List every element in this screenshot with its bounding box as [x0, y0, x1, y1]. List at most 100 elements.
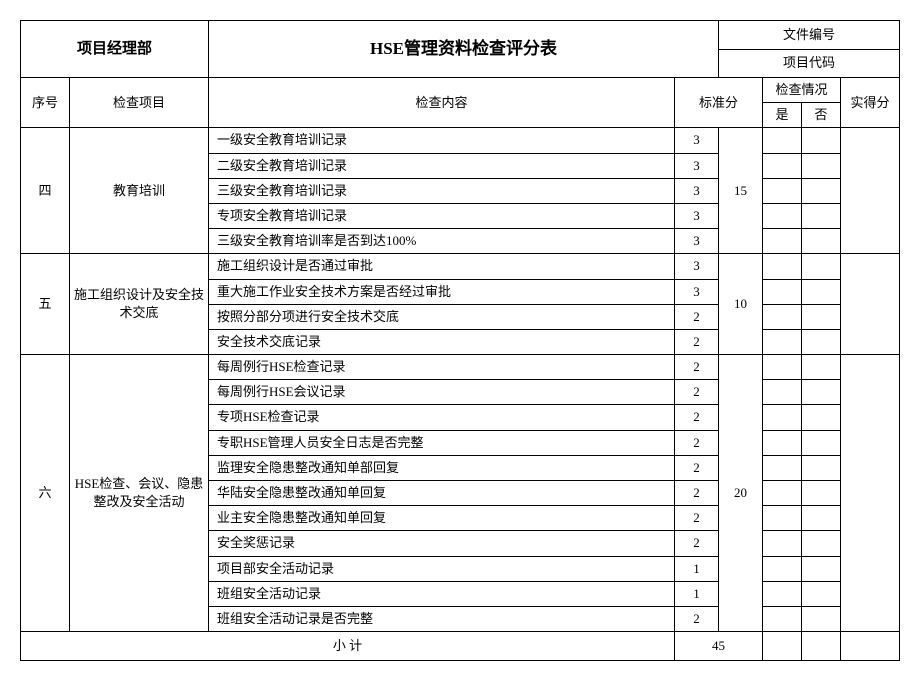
col-check-status: 检查情况 — [763, 78, 841, 103]
doc-no-label: 文件编号 — [719, 21, 900, 50]
no-cell — [802, 531, 841, 556]
yes-cell — [763, 430, 802, 455]
no-cell — [802, 581, 841, 606]
yes-cell — [763, 606, 802, 631]
subtotal-cell: 10 — [719, 254, 763, 355]
yes-cell — [763, 405, 802, 430]
col-std-score: 标准分 — [675, 78, 763, 128]
actual-cell — [841, 355, 900, 632]
score-cell: 3 — [675, 203, 719, 228]
item-cell: 施工组织设计及安全技术交底 — [70, 254, 209, 355]
score-cell: 2 — [675, 606, 719, 631]
seq-cell: 五 — [21, 254, 70, 355]
content-cell: 专项HSE检查记录 — [209, 405, 675, 430]
score-cell: 2 — [675, 304, 719, 329]
yes-cell — [763, 304, 802, 329]
yes-cell — [763, 153, 802, 178]
no-cell — [802, 506, 841, 531]
col-no: 否 — [802, 103, 841, 128]
score-cell: 2 — [675, 506, 719, 531]
header-left: 项目经理部 — [21, 21, 209, 78]
yes-cell — [763, 178, 802, 203]
subtotal-cell: 20 — [719, 355, 763, 632]
actual-cell — [841, 128, 900, 254]
score-cell: 3 — [675, 178, 719, 203]
item-cell: 教育培训 — [70, 128, 209, 254]
score-cell: 2 — [675, 455, 719, 480]
no-cell — [802, 128, 841, 153]
score-cell: 2 — [675, 329, 719, 354]
content-cell: 重大施工作业安全技术方案是否经过审批 — [209, 279, 675, 304]
no-cell — [802, 606, 841, 631]
no-cell — [802, 556, 841, 581]
content-cell: 班组安全活动记录 — [209, 581, 675, 606]
no-cell — [802, 229, 841, 254]
score-cell: 2 — [675, 380, 719, 405]
content-cell: 安全技术交底记录 — [209, 329, 675, 354]
score-cell: 3 — [675, 153, 719, 178]
content-cell: 安全奖惩记录 — [209, 531, 675, 556]
content-cell: 一级安全教育培训记录 — [209, 128, 675, 153]
no-cell — [802, 632, 841, 661]
content-cell: 三级安全教育培训率是否到达100% — [209, 229, 675, 254]
actual-cell — [841, 254, 900, 355]
content-cell: 每周例行HSE会议记录 — [209, 380, 675, 405]
seq-cell: 四 — [21, 128, 70, 254]
col-yes: 是 — [763, 103, 802, 128]
no-cell — [802, 304, 841, 329]
score-cell: 1 — [675, 556, 719, 581]
yes-cell — [763, 380, 802, 405]
score-cell: 3 — [675, 254, 719, 279]
yes-cell — [763, 355, 802, 380]
score-cell: 2 — [675, 355, 719, 380]
proj-code-label: 项目代码 — [719, 49, 900, 78]
yes-cell — [763, 329, 802, 354]
content-cell: 按照分部分项进行安全技术交底 — [209, 304, 675, 329]
content-cell: 每周例行HSE检查记录 — [209, 355, 675, 380]
yes-cell — [763, 128, 802, 153]
score-cell: 2 — [675, 405, 719, 430]
no-cell — [802, 355, 841, 380]
yes-cell — [763, 506, 802, 531]
no-cell — [802, 455, 841, 480]
content-cell: 班组安全活动记录是否完整 — [209, 606, 675, 631]
subtotal-label: 小 计 — [21, 632, 675, 661]
content-cell: 华陆安全隐患整改通知单回复 — [209, 481, 675, 506]
content-cell: 监理安全隐患整改通知单部回复 — [209, 455, 675, 480]
subtotal-value: 45 — [675, 632, 763, 661]
subtotal-cell: 15 — [719, 128, 763, 254]
header-title: HSE管理资料检查评分表 — [209, 21, 719, 78]
score-cell: 2 — [675, 430, 719, 455]
yes-cell — [763, 254, 802, 279]
yes-cell — [763, 279, 802, 304]
content-cell: 业主安全隐患整改通知单回复 — [209, 506, 675, 531]
no-cell — [802, 405, 841, 430]
content-cell: 专职HSE管理人员安全日志是否完整 — [209, 430, 675, 455]
yes-cell — [763, 203, 802, 228]
score-cell: 1 — [675, 581, 719, 606]
yes-cell — [763, 581, 802, 606]
content-cell: 项目部安全活动记录 — [209, 556, 675, 581]
item-cell: HSE检查、会议、隐患整改及安全活动 — [70, 355, 209, 632]
no-cell — [802, 254, 841, 279]
content-cell: 专项安全教育培训记录 — [209, 203, 675, 228]
no-cell — [802, 481, 841, 506]
col-item: 检查项目 — [70, 78, 209, 128]
score-table: 项目经理部 HSE管理资料检查评分表 文件编号 项目代码 序号 检查项目 检查内… — [20, 20, 900, 661]
actual-cell — [841, 632, 900, 661]
no-cell — [802, 329, 841, 354]
no-cell — [802, 430, 841, 455]
yes-cell — [763, 229, 802, 254]
yes-cell — [763, 455, 802, 480]
no-cell — [802, 380, 841, 405]
col-seq: 序号 — [21, 78, 70, 128]
yes-cell — [763, 531, 802, 556]
score-cell: 2 — [675, 481, 719, 506]
yes-cell — [763, 632, 802, 661]
score-cell: 2 — [675, 531, 719, 556]
col-actual-score: 实得分 — [841, 78, 900, 128]
yes-cell — [763, 556, 802, 581]
score-cell: 3 — [675, 279, 719, 304]
no-cell — [802, 178, 841, 203]
yes-cell — [763, 481, 802, 506]
